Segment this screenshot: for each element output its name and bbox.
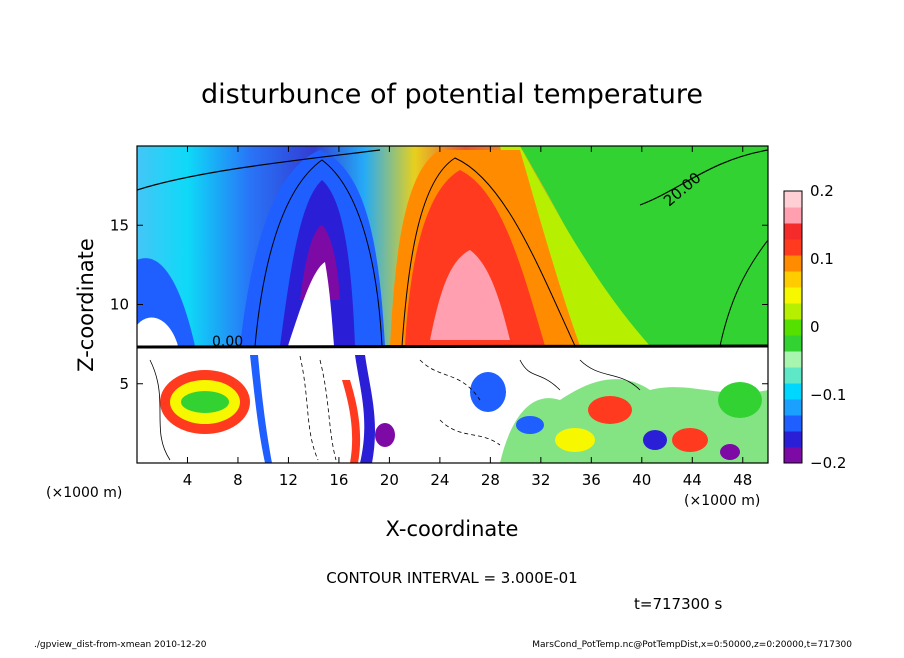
white-patch-left [137,317,178,346]
y-axis: 5 10 15 [110,216,768,393]
colorbar-swatch [784,367,802,384]
colorbar-swatch [784,351,802,368]
colorbar-swatch [784,383,802,400]
contour-right [719,239,768,347]
purple-core [300,225,340,300]
boundary-contours [149,355,641,461]
x-tick-label: 40 [632,471,651,489]
pink-core [430,250,510,340]
x-tick-label: 48 [733,471,752,489]
footer-left: ./gpview_dist-from-xmean 2010-12-20 [34,640,207,650]
colorbar-swatch [784,319,802,336]
colorbar-swatch [784,239,802,256]
white-spike [288,262,334,346]
colorbar-swatch [784,255,802,272]
colorbar-tick-label: 0 [810,318,820,336]
colorbar-swatch [784,191,802,208]
x-unit-left: (×1000 m) [46,485,122,501]
contour-interval: CONTOUR INTERVAL = 3.000E-01 [326,569,577,587]
colorbar-swatch [784,335,802,352]
x-tick-label: 20 [380,471,399,489]
yellow-region [500,146,650,346]
blue-blob [470,372,506,412]
colorbar-swatch [784,447,802,464]
contour-label-0: 0.00 [212,334,243,350]
y-axis-label: Z-coordinate [74,238,98,372]
colorbar-tick-label: −0.2 [810,454,846,472]
x-tick-label: 12 [279,471,298,489]
colorbar: 0.2 0.1 0 −0.1 −0.2 [783,182,846,472]
x-axis-label: X-coordinate [386,517,519,541]
y-tick-label: 10 [110,296,129,314]
purple-blob [375,423,395,447]
inversion-contour [137,344,768,349]
x-tick-label: 28 [481,471,500,489]
colorbar-swatch [784,223,802,240]
x-tick-label: 32 [531,471,550,489]
footer-right: MarsCond_PotTemp.nc@PotTempDist,x=0:5000… [532,640,852,650]
colorbar-swatch [784,271,802,288]
contour-20 [137,149,768,206]
green-region [520,146,768,346]
x-tick-label: 8 [233,471,243,489]
blue-strip-a [250,355,272,463]
plot-area [137,146,768,463]
x-tick-label: 4 [183,471,193,489]
colorbar-swatch [784,431,802,448]
blue-patch-a [516,416,544,434]
colorbar-swatch [784,303,802,320]
y-tick-label: 5 [119,375,129,393]
x-tick-label: 16 [329,471,348,489]
blue-strip-b [355,355,375,463]
colorbar-frame [783,190,803,464]
contour-trough [254,159,383,347]
y-tick-label: 15 [110,216,129,234]
green-cell [181,391,229,413]
colorbar-swatch [784,415,802,432]
colorbar-swatch [784,207,802,224]
x-tick-label: 36 [582,471,601,489]
x-tick-label: 24 [430,471,449,489]
chart-title: disturbunce of potential temperature [201,79,703,110]
blue-patch-b [643,430,667,450]
x-tick-label: 44 [683,471,702,489]
contour-plume [401,157,576,347]
yellow-patch-a [555,428,595,452]
colorbar-tick-label: 0.2 [810,182,834,200]
colorbar-tick-label: 0.1 [810,250,834,268]
time-label: t=717300 s [634,595,722,613]
colorbar-tick-label: −0.1 [810,386,846,404]
x-unit-right: (×1000 m) [684,493,760,509]
purple-patch-b [720,444,740,460]
red-strip [342,380,361,463]
green-patch-b [718,382,762,418]
colorbar-swatch [784,399,802,416]
red-patch-a [588,396,632,424]
colorbar-swatch [784,287,802,304]
x-axis: 4 8 12 16 20 24 28 32 36 40 44 48 [183,146,752,489]
red-patch-b [672,428,708,452]
